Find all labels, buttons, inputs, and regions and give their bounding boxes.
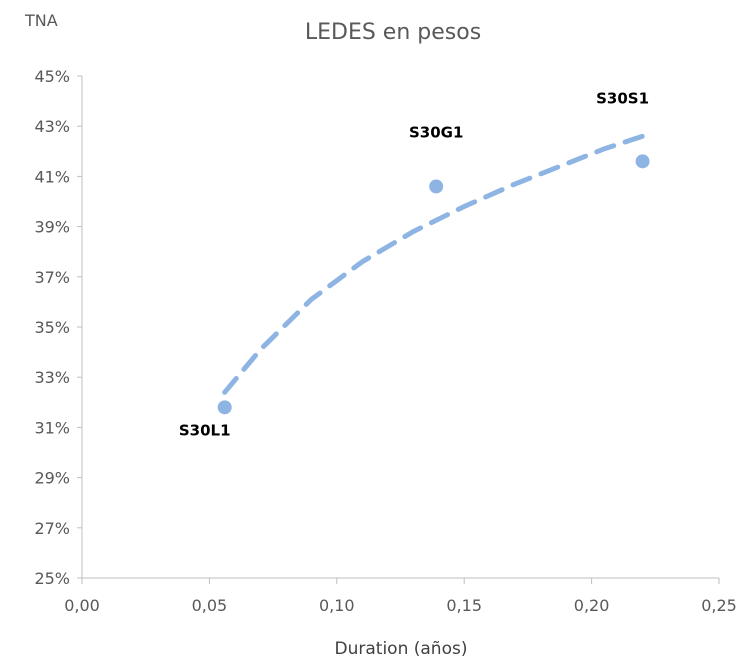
x-tick-label: 0,00 — [64, 596, 100, 615]
y-tick-label: 41% — [34, 167, 70, 186]
y-tick-label: 25% — [34, 569, 70, 588]
y-tick-label: 35% — [34, 318, 70, 337]
chart-title: LEDES en pesos — [305, 20, 481, 45]
y-tick-label: 39% — [34, 218, 70, 237]
x-tick-label: 0,15 — [446, 596, 482, 615]
y-tick-labels: 25% 27% 29% 31% 33% 35% 37% 39% 41% 43% 45% — [34, 67, 70, 588]
data-labels: S30L1 S30G1 S30S1 — [179, 89, 649, 439]
data-point-label: S30L1 — [179, 421, 231, 439]
y-tick-label: 37% — [34, 268, 70, 287]
x-tick-label: 0,20 — [574, 596, 610, 615]
y-tick-label: 45% — [34, 67, 70, 86]
x-tick-label: 0,10 — [319, 596, 355, 615]
data-point-label: S30S1 — [596, 89, 649, 107]
trendline — [225, 136, 643, 392]
data-points — [218, 154, 650, 414]
x-tick-labels: 0,00 0,05 0,10 0,15 0,20 0,25 — [64, 596, 737, 615]
y-tick-label: 27% — [34, 519, 70, 538]
x-tick-label: 0,05 — [192, 596, 228, 615]
x-axis-title: Duration (años) — [335, 639, 468, 659]
data-point — [429, 179, 443, 193]
y-axis-title: TNA — [24, 11, 58, 30]
data-point-label: S30G1 — [409, 123, 463, 141]
y-tick-label: 31% — [34, 418, 70, 437]
axes — [77, 76, 719, 584]
trendline-path — [225, 136, 643, 392]
y-tick-label: 43% — [34, 117, 70, 136]
x-tick-label: 0,25 — [701, 596, 737, 615]
data-point — [636, 154, 650, 168]
y-tick-label: 29% — [34, 469, 70, 488]
data-point — [218, 400, 232, 414]
y-tick-label: 33% — [34, 368, 70, 387]
